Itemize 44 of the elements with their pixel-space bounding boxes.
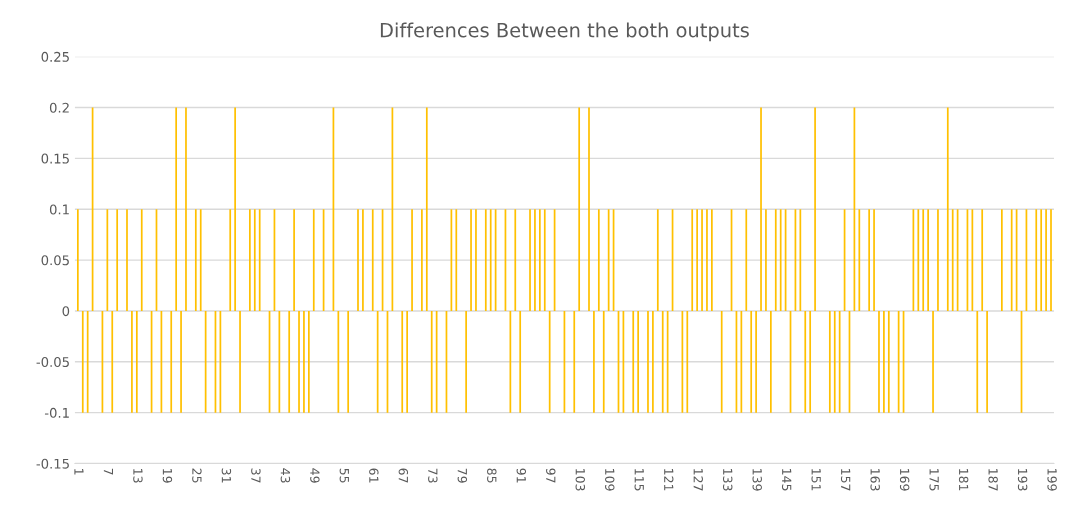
x-tick-label: 199	[1047, 469, 1057, 491]
x-tick-label: 187	[988, 469, 998, 491]
y-tick-label: -0.1	[44, 407, 69, 418]
y-tick-label: 0.1	[49, 204, 69, 215]
x-tick-label: 55	[339, 468, 349, 483]
x-tick-label: 1	[74, 469, 84, 475]
x-tick-label: 19	[162, 469, 173, 483]
x-tick-label: 13	[133, 469, 143, 483]
y-tick-label: 0.05	[41, 255, 69, 266]
x-tick-label: 85	[487, 468, 497, 483]
x-tick-label: 193	[1017, 469, 1028, 491]
x-tick-label: 31	[221, 468, 232, 483]
x-tick-label: 163	[870, 469, 880, 491]
x-tick-label: 103	[575, 469, 585, 491]
x-tick-label: 61	[369, 468, 379, 483]
x-tick-label: 121	[664, 469, 674, 491]
x-tick-label: 127	[693, 469, 703, 491]
x-tick-label: 7	[103, 468, 113, 475]
x-tick-label: 169	[899, 469, 910, 491]
x-tick-label: 115	[634, 469, 644, 491]
x-tick-label: 109	[605, 469, 615, 491]
y-tick-label: 0	[62, 306, 70, 317]
y-tick-label: 0.2	[49, 102, 69, 113]
x-tick-label: 133	[722, 469, 733, 491]
chart-title: Differences Between the both outputs	[380, 22, 749, 42]
x-tick-label: 157	[840, 469, 851, 491]
x-tick-label: 43	[280, 468, 291, 483]
x-tick-label: 67	[398, 468, 409, 483]
x-tick-label: 151	[811, 469, 821, 491]
x-tick-label: 175	[929, 469, 939, 491]
x-tick-label: 91	[516, 468, 527, 483]
x-tick-label: 73	[428, 468, 438, 483]
x-tick-label: 97	[546, 468, 556, 483]
x-tick-label: 79	[457, 468, 468, 483]
x-tick-label: 37	[251, 468, 261, 483]
x-tick-label: 25	[192, 468, 202, 483]
y-tick-label: -0.15	[36, 458, 69, 469]
x-tick-label: 139	[752, 469, 762, 491]
x-tick-label: 145	[781, 469, 792, 491]
y-tick-label: 0.25	[41, 51, 69, 62]
x-tick-label: 181	[958, 469, 969, 491]
y-tick-label: 0.15	[41, 153, 69, 164]
x-tick-label: 49	[310, 468, 320, 483]
y-tick-label: -0.05	[36, 357, 69, 367]
